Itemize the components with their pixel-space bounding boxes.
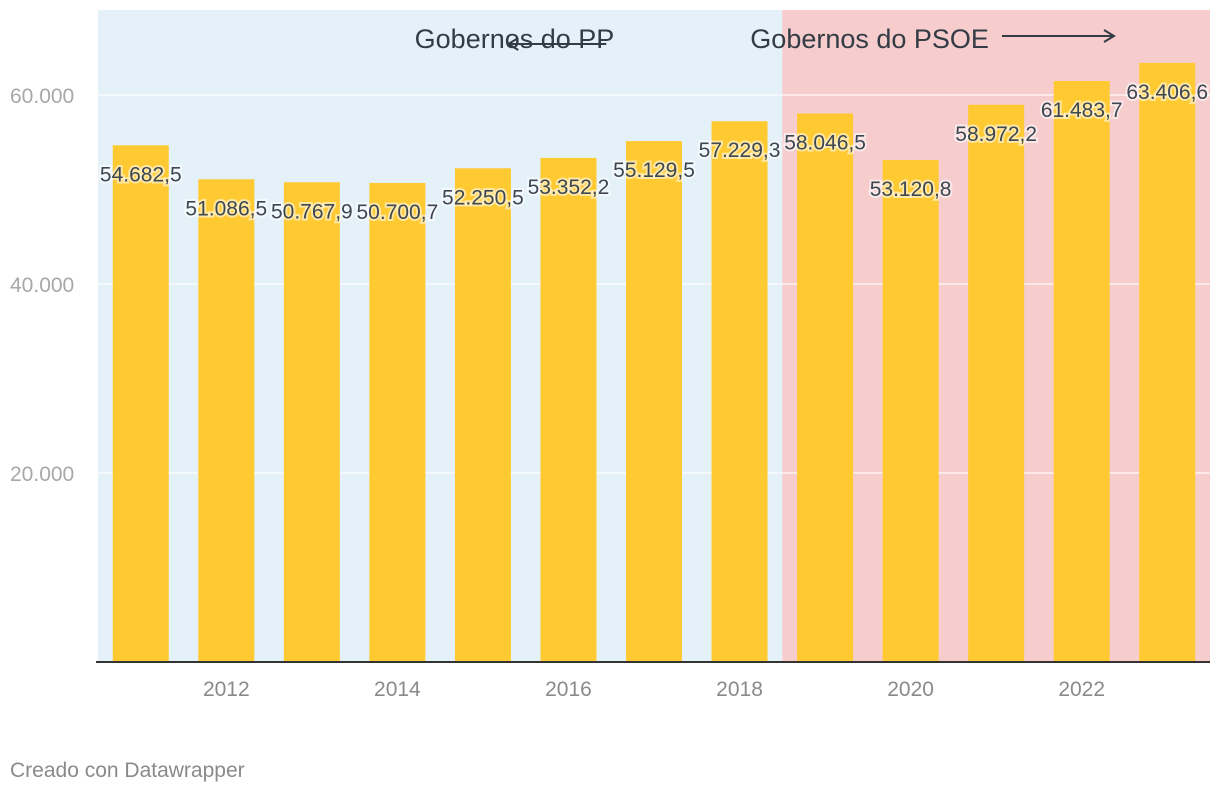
data-label-2012: 51.086,5 [185, 197, 267, 220]
data-label-2011: 54.682,5 [100, 163, 182, 186]
x-tick-label-2012: 2012 [203, 678, 250, 701]
data-label-2016: 53.352,2 [528, 176, 610, 199]
data-label-2014: 50.700,7 [357, 201, 439, 224]
bar-2015 [454, 168, 511, 663]
period-label-2: Gobernos do PSOE [750, 24, 989, 54]
y-axis-ticks: 20.000 40.000 60.000 [10, 85, 74, 486]
bar-2013 [283, 182, 340, 662]
bar-2017 [626, 141, 682, 663]
data-label-2023: 63.406,6 [1126, 81, 1208, 104]
credit-text: Creado con Datawrapper [10, 759, 245, 782]
data-label-2022: 61.483,7 [1041, 99, 1123, 122]
bar-2016 [540, 157, 597, 663]
period-annotations: Gobernos do PP Gobernos do PSOE [415, 24, 1116, 54]
y-tick-label-40.000: 40.000 [10, 274, 74, 297]
period-arrowhead-1 [506, 37, 519, 51]
data-label-2017: 55.129,5 [613, 159, 695, 182]
x-axis-ticks: 2012 2014 2016 2018 2020 2022 [203, 678, 1105, 701]
x-tick-label-2020: 2020 [887, 678, 934, 701]
data-label-2020: 53.120,8 [870, 178, 952, 201]
data-labels: 54.682,551.086,5 50.767,9 50.700,752.250,5… [98, 79, 1210, 226]
x-tick-label-2016: 2016 [545, 678, 592, 701]
bar-2018 [711, 121, 768, 662]
data-label-2021: 58.972,2 [955, 123, 1037, 146]
x-tick-label-2018: 2018 [716, 678, 763, 701]
period-label-1: Gobernos do PP [415, 24, 615, 54]
bar-2022 [1053, 81, 1110, 663]
data-label-2019: 58.046,5 [784, 132, 866, 155]
bars [112, 62, 1196, 663]
bar-2019 [797, 113, 854, 663]
y-tick-label-60.000: 60.000 [10, 85, 74, 108]
y-tick-label-20.000: 20.000 [10, 463, 74, 486]
x-tick-label-2014: 2014 [374, 678, 421, 701]
data-label-2015: 52.250,5 [442, 186, 524, 209]
bar-chart: 2012 2014 2016 2018 2020 2022 20.000 40.000 60.… [10, 10, 1210, 701]
bar-2020 [882, 160, 939, 662]
data-label-2013: 50.767,9 [271, 200, 353, 223]
x-tick-label-2022: 2022 [1058, 678, 1105, 701]
period-arrowhead-2 [1103, 29, 1116, 43]
bar-2012 [198, 179, 255, 662]
bar-2011 [112, 145, 169, 663]
bar-2023 [1139, 62, 1196, 662]
bar-2014 [369, 182, 426, 662]
bar-2021 [968, 104, 1025, 663]
data-label-2018: 57.229,3 [699, 139, 781, 162]
